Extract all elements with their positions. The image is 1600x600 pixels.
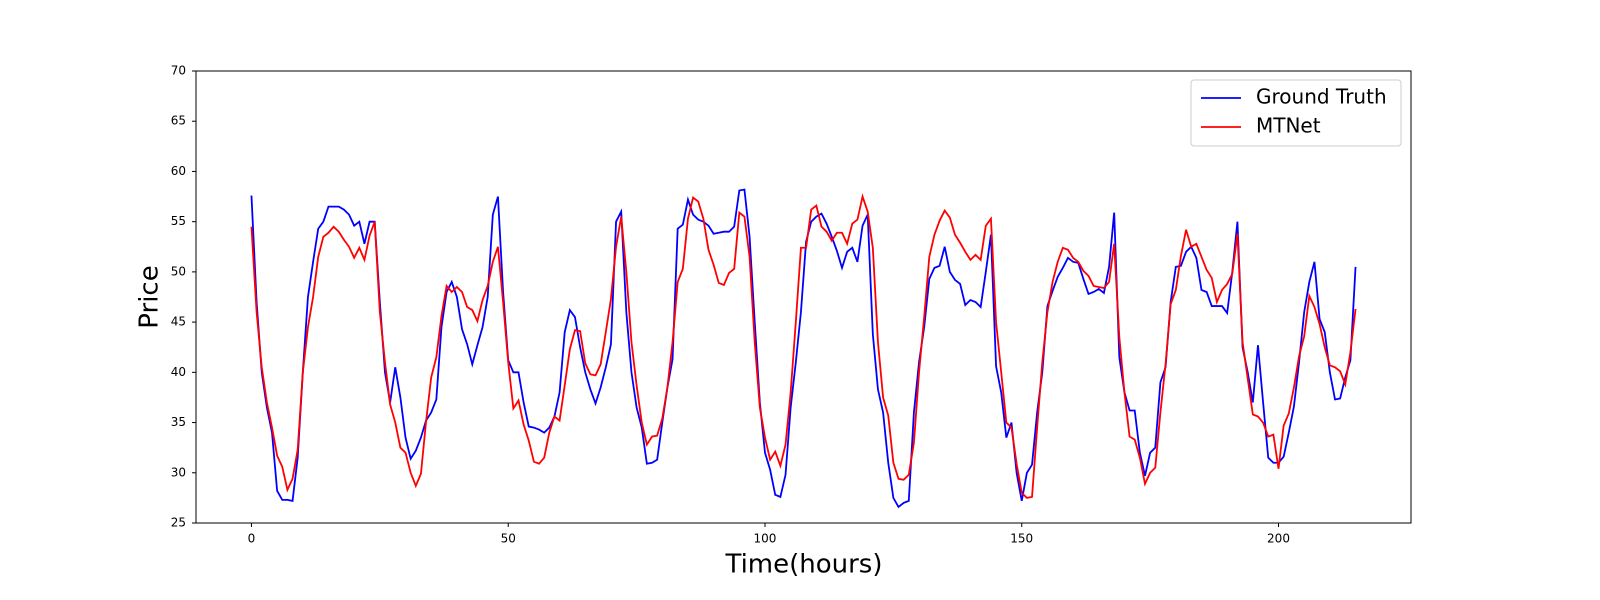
y-tick-label: 60	[171, 164, 186, 178]
x-tick-label: 150	[1010, 532, 1033, 546]
y-tick-label: 70	[171, 64, 186, 78]
series-line	[250, 193, 1357, 499]
y-tick-label: 50	[171, 264, 186, 278]
y-tick-label: 55	[171, 214, 186, 228]
y-tick-label: 35	[171, 415, 186, 429]
series-line	[250, 188, 1357, 509]
x-tick-label: 0	[248, 532, 256, 546]
legend-label: MTNet	[1256, 114, 1321, 138]
x-tick-label: 100	[754, 532, 777, 546]
y-tick-label: 65	[171, 114, 186, 128]
x-tick-label: 200	[1267, 532, 1290, 546]
x-tick-label: 50	[501, 532, 516, 546]
legend-box	[1190, 79, 1402, 147]
legend-label: Ground Truth	[1256, 85, 1387, 109]
y-tick-label: 25	[171, 516, 186, 530]
plot-frame	[195, 70, 1412, 524]
y-tick-label: 45	[171, 315, 186, 329]
y-tick-label: 30	[171, 465, 186, 479]
y-tick-label: 40	[171, 365, 186, 379]
x-axis-label: Time(hours)	[724, 550, 882, 580]
y-axis-label: Price	[135, 265, 165, 328]
